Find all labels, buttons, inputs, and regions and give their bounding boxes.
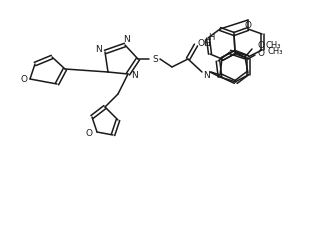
Text: CH₃: CH₃ xyxy=(268,47,283,55)
Text: O: O xyxy=(245,22,251,30)
Text: O: O xyxy=(257,42,264,50)
Text: CH₃: CH₃ xyxy=(266,42,282,50)
Text: O: O xyxy=(21,74,28,84)
Text: N: N xyxy=(131,72,137,81)
Text: H: H xyxy=(208,32,214,42)
Text: O: O xyxy=(85,129,92,138)
Text: S: S xyxy=(152,54,158,64)
Text: O: O xyxy=(203,39,210,47)
Text: N: N xyxy=(96,45,102,54)
Text: OH: OH xyxy=(197,39,211,49)
Text: O: O xyxy=(258,49,265,59)
Text: N: N xyxy=(124,35,130,44)
Text: N: N xyxy=(204,71,210,79)
